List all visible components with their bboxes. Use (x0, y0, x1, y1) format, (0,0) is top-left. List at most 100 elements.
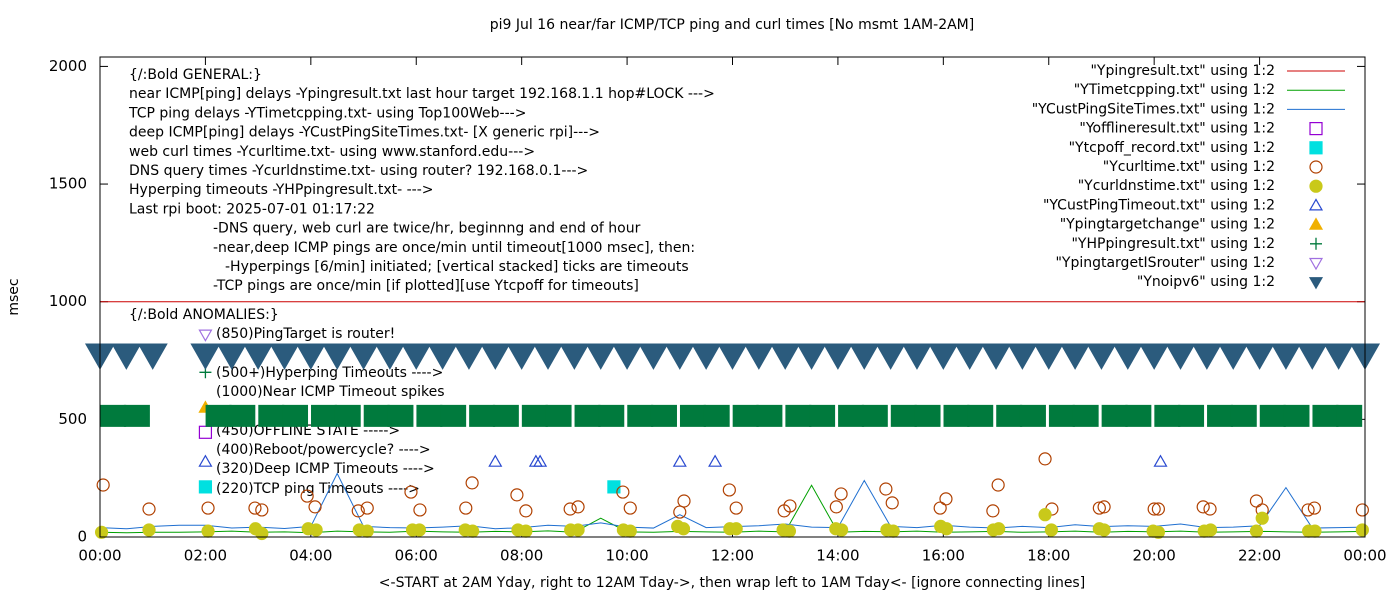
data-point (967, 404, 994, 427)
data-point (1072, 404, 1099, 427)
data-point (691, 343, 722, 370)
legend-label: "Ytcpoff_record.txt" using 1:2 (1069, 140, 1275, 156)
data-point (308, 500, 322, 514)
data-point (142, 523, 156, 537)
legend-label: "Ypingresult.txt" using 1:2 (1090, 63, 1275, 79)
data-point (991, 478, 1005, 492)
note-text: DNS query times -Ycurldnstime.txt- using… (129, 163, 588, 179)
note-text: {/:Bold GENERAL:} (129, 67, 262, 83)
data-point (782, 524, 797, 538)
data-point (1154, 404, 1181, 427)
data-point (1139, 343, 1170, 370)
data-point (111, 343, 142, 370)
note-text: web curl times -Ycurltime.txt- using www… (129, 144, 535, 160)
data-point (875, 343, 906, 370)
data-point (890, 404, 917, 427)
legend-swatch (1309, 179, 1323, 193)
legend-label: "Ycurltime.txt" using 1:2 (1103, 159, 1275, 175)
data-point (1196, 500, 1210, 514)
chart-title: pi9 Jul 16 near/far ICMP/TCP ping and cu… (490, 17, 974, 33)
data-point (1203, 502, 1217, 516)
data-point (939, 492, 953, 506)
data-point (1086, 343, 1117, 370)
note-text: Hyperping timeouts -YHPpingresult.txt- -… (129, 182, 434, 198)
data-point (1355, 503, 1369, 517)
data-point (1007, 343, 1038, 370)
data-point (363, 404, 390, 427)
data-point (205, 404, 232, 427)
anomaly-text: (450)OFFLINE STATE -----> (216, 423, 400, 439)
note-text: -Hyperpings [6/min] initiated; [vertical… (225, 259, 689, 275)
data-point (469, 404, 496, 427)
data-point (1165, 343, 1196, 370)
data-point (269, 343, 300, 370)
legend-swatch (1308, 277, 1324, 290)
x-tick-label: 14:00 (816, 547, 859, 565)
data-point (1218, 343, 1249, 370)
data-point (679, 404, 706, 427)
data-point (258, 404, 285, 427)
data-point (717, 343, 748, 370)
legend-label: "Ynoipv6" using 1:2 (1137, 274, 1275, 290)
note-text: Last rpi boot: 2025-07-01 01:17:22 (129, 201, 375, 217)
data-point (1255, 511, 1269, 525)
legend-label: "YTimetcpping.txt" using 1:2 (1074, 82, 1275, 98)
data-point (466, 524, 480, 538)
data-point (1283, 404, 1310, 427)
data-point (229, 404, 256, 427)
data-point (201, 524, 215, 538)
legend-swatch (1309, 160, 1323, 174)
data-point (1153, 454, 1168, 467)
legend-label: "YCustPingSiteTimes.txt" using 1:2 (1032, 101, 1275, 117)
x-tick-label: 12:00 (711, 547, 754, 565)
plot-border (99, 56, 1366, 538)
data-point (360, 524, 374, 538)
data-point (1301, 503, 1315, 517)
x-tick-label: 08:00 (500, 547, 543, 565)
data-point (986, 504, 1000, 518)
data-point (616, 485, 630, 499)
data-point (401, 343, 432, 370)
data-point (886, 524, 900, 538)
data-point (1147, 502, 1161, 516)
data-point (1312, 404, 1339, 427)
note-text: deep ICMP[ping] delays -YCustPingSiteTim… (129, 125, 600, 141)
data-point (623, 501, 637, 515)
data-point (756, 404, 783, 427)
data-point (729, 501, 743, 515)
data-point (198, 480, 213, 494)
x-tick-label: 00:00 (1343, 547, 1386, 565)
data-point (295, 343, 326, 370)
data-point (829, 500, 843, 514)
data-point (519, 504, 533, 518)
data-point (198, 425, 213, 439)
data-point (939, 522, 954, 536)
x-tick-label: 10:00 (605, 547, 648, 565)
data-point (404, 485, 418, 499)
x-tick-label: 16:00 (922, 547, 965, 565)
data-point (480, 343, 511, 370)
data-point (387, 404, 414, 427)
data-point (664, 343, 695, 370)
data-point (123, 404, 150, 427)
data-point (243, 343, 274, 370)
data-point (585, 343, 616, 370)
data-point (992, 522, 1006, 536)
data-point (322, 343, 353, 370)
data-point (571, 523, 585, 537)
legend-swatch (1310, 237, 1322, 250)
legend-swatch (1308, 257, 1324, 271)
data-point (255, 526, 269, 541)
anomaly-text: (850)PingTarget is router! (216, 326, 395, 342)
data-point (519, 524, 533, 538)
data-point (351, 504, 365, 518)
data-point (1249, 524, 1264, 538)
data-point (673, 505, 687, 519)
note-text: TCP ping delays -YTimetcpping.txt- using… (128, 105, 526, 121)
data-point (563, 502, 577, 516)
x-tick-label: 06:00 (395, 547, 438, 565)
data-point (783, 499, 797, 513)
data-point (809, 404, 836, 427)
